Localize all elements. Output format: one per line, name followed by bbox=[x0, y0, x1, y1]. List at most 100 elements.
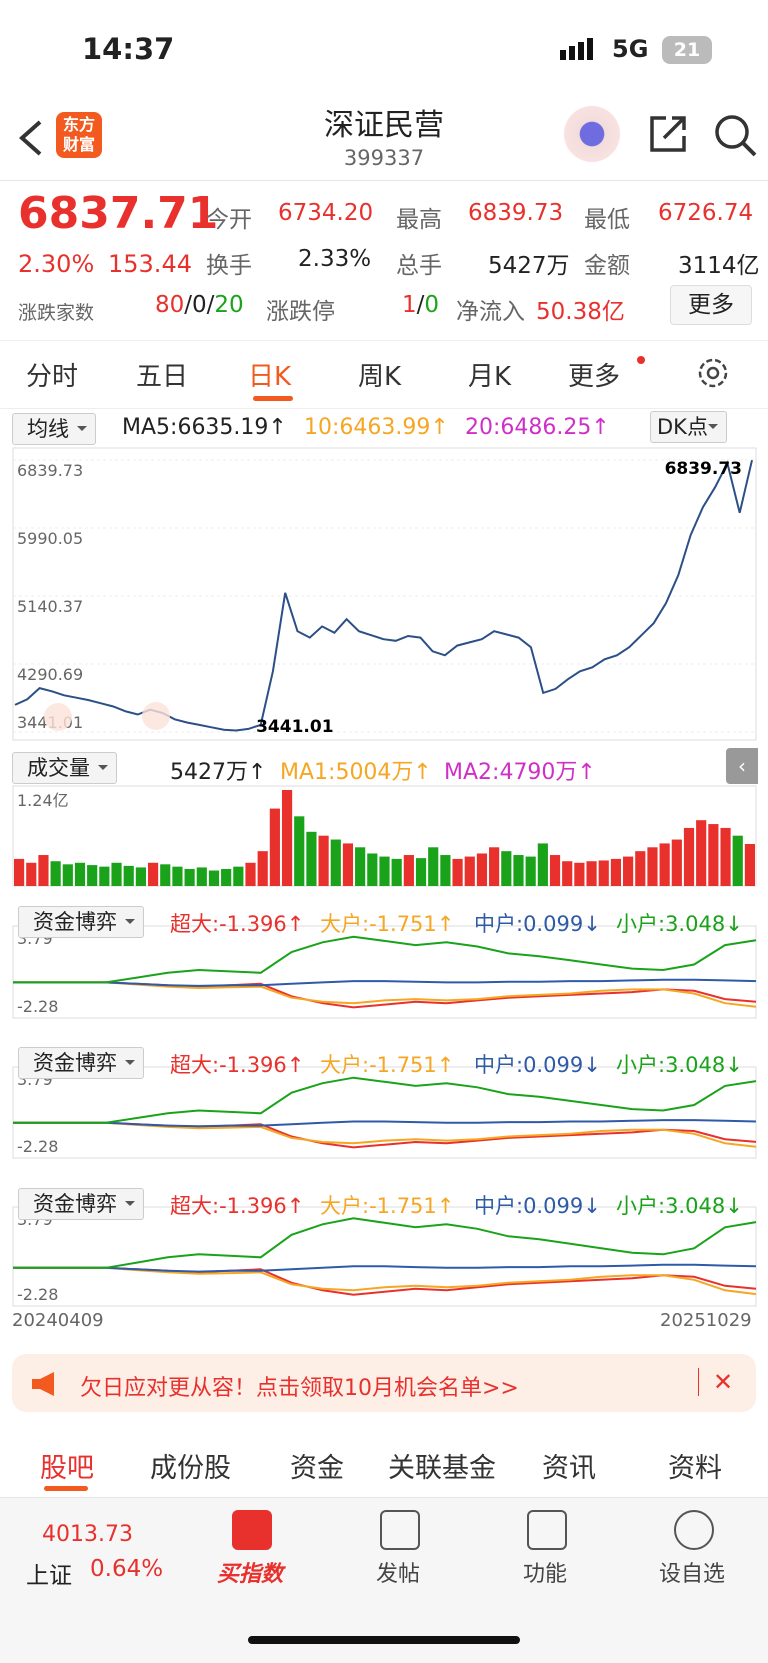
volume-bar bbox=[440, 855, 451, 886]
dk-button[interactable]: DK点 bbox=[650, 411, 727, 443]
legend-entry: 中户:0.099↓ bbox=[474, 1053, 601, 1077]
nav-label[interactable]: 功能 bbox=[522, 1562, 567, 1587]
volume-bar bbox=[549, 855, 561, 886]
bottom-tab[interactable]: 关联基金 bbox=[388, 1453, 496, 1484]
battery: 21 bbox=[662, 36, 712, 64]
volume-bar bbox=[342, 843, 354, 886]
banner[interactable] bbox=[12, 1354, 756, 1412]
volume-bar bbox=[610, 858, 622, 886]
volume-bar bbox=[147, 862, 159, 886]
y-tick-label: -2.28 bbox=[17, 997, 58, 1016]
field-label: 总手 bbox=[396, 253, 442, 279]
legend-entry: 大户:-1.751↑ bbox=[320, 1053, 455, 1077]
bottom-tab[interactable]: 成份股 bbox=[150, 1453, 231, 1484]
volume-bar bbox=[635, 851, 646, 886]
volume-bar bbox=[62, 864, 73, 886]
field-value: 6839.73 bbox=[468, 200, 564, 226]
chart-frame bbox=[12, 1066, 757, 1159]
nav-icon[interactable] bbox=[232, 1510, 272, 1550]
ma-selector[interactable]: 均线 bbox=[12, 413, 96, 445]
legend-entry: 超大:-1.396↑ bbox=[170, 1053, 305, 1077]
volume-bar bbox=[14, 858, 25, 886]
bottom-tab[interactable]: 资料 bbox=[668, 1453, 722, 1484]
volume-bar bbox=[464, 856, 475, 886]
field-value: 6726.74 bbox=[658, 200, 754, 226]
breadth-down: 20 bbox=[214, 292, 244, 318]
volume-bar bbox=[330, 839, 341, 886]
tab-underline bbox=[44, 1486, 88, 1491]
more-button[interactable]: 更多 bbox=[670, 285, 752, 325]
network: 5G bbox=[612, 35, 649, 63]
nav-label[interactable]: 设自选 bbox=[658, 1562, 725, 1587]
volume-bar bbox=[123, 865, 134, 886]
volume-bar bbox=[355, 847, 366, 886]
collapse-button[interactable]: ‹ bbox=[726, 748, 758, 784]
fund-line bbox=[13, 1121, 757, 1149]
volume-bar bbox=[525, 856, 536, 886]
change: 153.44 bbox=[108, 250, 192, 278]
breadth: 80/0/20 bbox=[155, 292, 244, 318]
tab[interactable]: 周K bbox=[358, 362, 402, 392]
nav-icon[interactable] bbox=[674, 1510, 714, 1550]
volume-bar bbox=[87, 865, 98, 886]
volume-bar bbox=[196, 867, 207, 886]
y-tick-label: 5990.05 bbox=[17, 529, 83, 548]
tab[interactable]: 日K bbox=[248, 362, 292, 392]
nav-label[interactable]: 买指数 bbox=[216, 1562, 283, 1587]
share-button[interactable] bbox=[648, 114, 688, 154]
tab[interactable]: 更多 bbox=[568, 362, 621, 392]
breadth-flat: 0 bbox=[192, 292, 207, 318]
volume-bar bbox=[683, 827, 695, 886]
bottom-tab[interactable]: 资讯 bbox=[542, 1453, 596, 1484]
fund-selector[interactable]: 资金博弈 bbox=[18, 1188, 144, 1220]
back-button[interactable] bbox=[16, 118, 46, 158]
tab[interactable]: 月K bbox=[468, 362, 512, 392]
nav-icon[interactable] bbox=[380, 1510, 420, 1550]
fund-selector[interactable]: 资金博弈 bbox=[18, 1047, 144, 1079]
search-button[interactable] bbox=[714, 114, 758, 158]
banner-close[interactable]: ✕ bbox=[698, 1368, 733, 1396]
volume-bar bbox=[74, 862, 86, 886]
field-label: 换手 bbox=[206, 253, 252, 279]
volume-bar bbox=[318, 835, 329, 886]
field-label: 最低 bbox=[584, 207, 630, 233]
nav-label[interactable]: 发帖 bbox=[375, 1562, 420, 1587]
volume-bar bbox=[501, 851, 512, 886]
fund-line bbox=[13, 1266, 757, 1296]
tab[interactable]: 分时 bbox=[26, 362, 79, 392]
start-date: 20240409 bbox=[12, 1310, 104, 1331]
limit-label: 涨跌停 bbox=[266, 299, 335, 325]
fund-line bbox=[13, 978, 757, 987]
volume-bar bbox=[135, 867, 146, 886]
legend-entry: 大户:-1.751↑ bbox=[320, 1194, 455, 1218]
tab[interactable]: 五日 bbox=[136, 362, 189, 392]
footer bbox=[0, 1497, 768, 1663]
legend-entry: 中户:0.099↓ bbox=[474, 1194, 601, 1218]
inflow: 50.38亿 bbox=[536, 299, 625, 325]
limit: 1/0 bbox=[402, 292, 440, 318]
nav-icon[interactable] bbox=[527, 1510, 567, 1550]
volume-bar bbox=[489, 847, 500, 886]
fund-line bbox=[13, 981, 757, 1009]
volume-selector[interactable]: 成交量 bbox=[12, 752, 117, 784]
fund-line bbox=[13, 1266, 757, 1296]
end-date: 20251029 bbox=[660, 1310, 752, 1331]
assistant-icon[interactable] bbox=[564, 106, 620, 162]
legend-entry: 大户:-1.751↑ bbox=[320, 912, 455, 936]
volume-bar bbox=[562, 861, 573, 886]
settings-button[interactable] bbox=[696, 356, 730, 390]
bottom-tab[interactable]: 股吧 bbox=[40, 1453, 94, 1484]
volume-bar bbox=[708, 824, 719, 886]
volume-bar bbox=[99, 866, 110, 886]
field-value: 2.33% bbox=[298, 246, 372, 272]
volume-bar bbox=[598, 860, 609, 886]
volume-bar bbox=[744, 843, 755, 886]
ma5: MA5:6635.19↑ bbox=[122, 415, 287, 440]
volume-bar bbox=[476, 853, 488, 886]
fund-selector[interactable]: 资金博弈 bbox=[18, 906, 144, 938]
banner-text[interactable]: 欠日应对更从容！点击领取10月机会名单>> bbox=[80, 1376, 519, 1401]
bottom-tab[interactable]: 资金 bbox=[290, 1453, 344, 1484]
volume-bar bbox=[38, 855, 49, 886]
y-tick-label: 1.24亿 bbox=[17, 791, 69, 810]
